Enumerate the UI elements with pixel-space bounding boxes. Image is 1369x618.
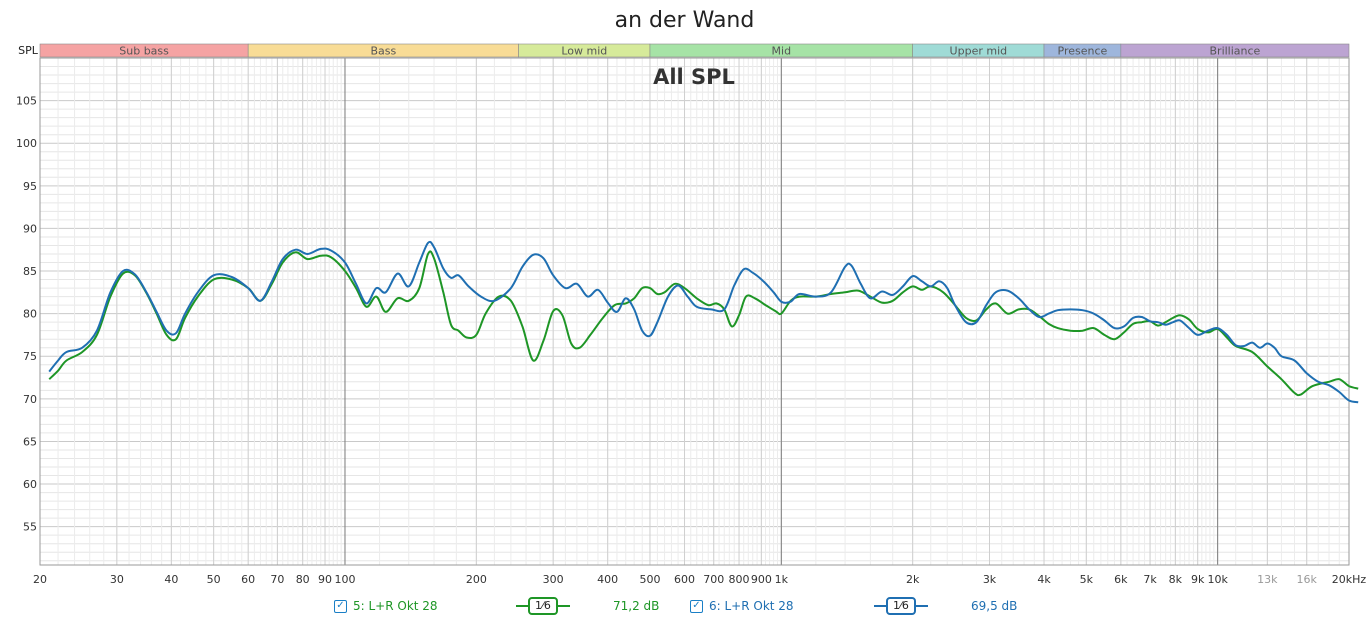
x-tick-label: 20 [33, 573, 47, 586]
plot-frame [39, 57, 1350, 566]
x-tick-label: 10k [1207, 573, 1228, 586]
x-tick-label: 80 [296, 573, 310, 586]
series-line-2 [48, 240, 1359, 404]
x-tick-label: 60 [241, 573, 255, 586]
x-tick-label: 5k [1080, 573, 1094, 586]
series-2-line-swatch-right [915, 605, 928, 607]
series-1-value: 71,2 dB [613, 599, 660, 613]
x-tick-label: 4k [1037, 573, 1051, 586]
x-tick-label: 13k [1257, 573, 1278, 586]
x-tick-label: 100 [334, 573, 355, 586]
x-tick-label: 6k [1114, 573, 1128, 586]
grid [39, 57, 1350, 565]
x-tick-label: 70 [270, 573, 284, 586]
chart-subtitle: All SPL [653, 65, 735, 89]
series-1-checkbox[interactable]: ✓ [334, 599, 347, 613]
band-label-6: Brilliance [1210, 45, 1261, 58]
series-2-smoothing[interactable]: 1⁄6 [874, 596, 928, 616]
series-1-smoothing[interactable]: 1⁄6 [516, 596, 570, 616]
series-1-label: 5: L+R Okt 28 [353, 599, 438, 613]
x-tick-label: 600 [674, 573, 695, 586]
x-tick-label: 8k [1169, 573, 1183, 586]
frequency-bands: Sub bass Bass Low mid Mid Upper mid Presence B… [39, 43, 1350, 58]
series-line-1 [48, 250, 1359, 397]
x-ticks: 20 30 40 50 60 70 80 90 100 200 300 400 500 600 700 800… [33, 573, 1366, 586]
y-tick-label: 100 [16, 137, 37, 150]
x-tick-label: 700 [703, 573, 724, 586]
series-2-checkbox[interactable]: ✓ [690, 599, 703, 613]
x-tick-label: 200 [466, 573, 487, 586]
band-6 [1120, 43, 1350, 58]
x-tick-label: 400 [597, 573, 618, 586]
series-1-line-swatch-right [557, 605, 570, 607]
x-tick-label: 7k [1143, 573, 1157, 586]
x-tick-label: 16k [1297, 573, 1318, 586]
y-tick-label: 55 [23, 521, 37, 534]
y-ticks: 55 60 65 70 75 80 85 90 95 100 105 [16, 95, 37, 534]
series-2-label: 6: L+R Okt 28 [709, 599, 794, 613]
band-label-5: Presence [1058, 45, 1108, 58]
y-tick-label: 95 [23, 180, 37, 193]
x-tick-label: 500 [639, 573, 660, 586]
x-tick-label: 900 [751, 573, 772, 586]
chart-title: an der Wand [614, 8, 755, 33]
y-tick-label: 65 [23, 435, 37, 448]
band-label-3: Mid [772, 45, 792, 58]
x-tick-label: 90 [318, 573, 332, 586]
band-label-0: Sub bass [119, 45, 169, 58]
x-tick-label: 50 [207, 573, 221, 586]
band-label-2: Low mid [561, 45, 607, 58]
x-tick-label: 40 [164, 573, 178, 586]
legend-series-2[interactable]: ✓ 6: L+R Okt 28 [690, 596, 794, 616]
y-tick-label: 70 [23, 393, 37, 406]
x-tick-label: 9k [1191, 573, 1205, 586]
y-tick-label: 85 [23, 265, 37, 278]
y-tick-label: 60 [23, 478, 37, 491]
y-tick-label: 90 [23, 222, 37, 235]
series-1-smoothing-label: 1⁄6 [528, 597, 558, 615]
x-tick-label: 1k [775, 573, 789, 586]
x-tick-label: 3k [983, 573, 997, 586]
x-tick-label: 800 [729, 573, 750, 586]
series-1-line-swatch [516, 605, 528, 607]
spl-chart[interactable]: Sub bass Bass Low mid Mid Upper mid Presence B… [0, 0, 1369, 596]
series-lines [48, 240, 1359, 404]
y-tick-label: 105 [16, 95, 37, 108]
y-tick-label: 80 [23, 308, 37, 321]
series-2-smoothing-label: 1⁄6 [886, 597, 916, 615]
series-2-line-swatch [874, 605, 886, 607]
x-tick-label: 30 [110, 573, 124, 586]
series-2-value: 69,5 dB [971, 599, 1018, 613]
legend-series-1[interactable]: ✓ 5: L+R Okt 28 [334, 596, 438, 616]
band-label-4: Upper mid [950, 45, 1008, 58]
y-tick-label: 75 [23, 350, 37, 363]
x-tick-label: 2k [906, 573, 920, 586]
x-tick-label: 20kHz [1332, 573, 1367, 586]
y-axis-label: SPL [18, 44, 39, 57]
band-label-1: Bass [371, 45, 397, 58]
x-tick-label: 300 [543, 573, 564, 586]
